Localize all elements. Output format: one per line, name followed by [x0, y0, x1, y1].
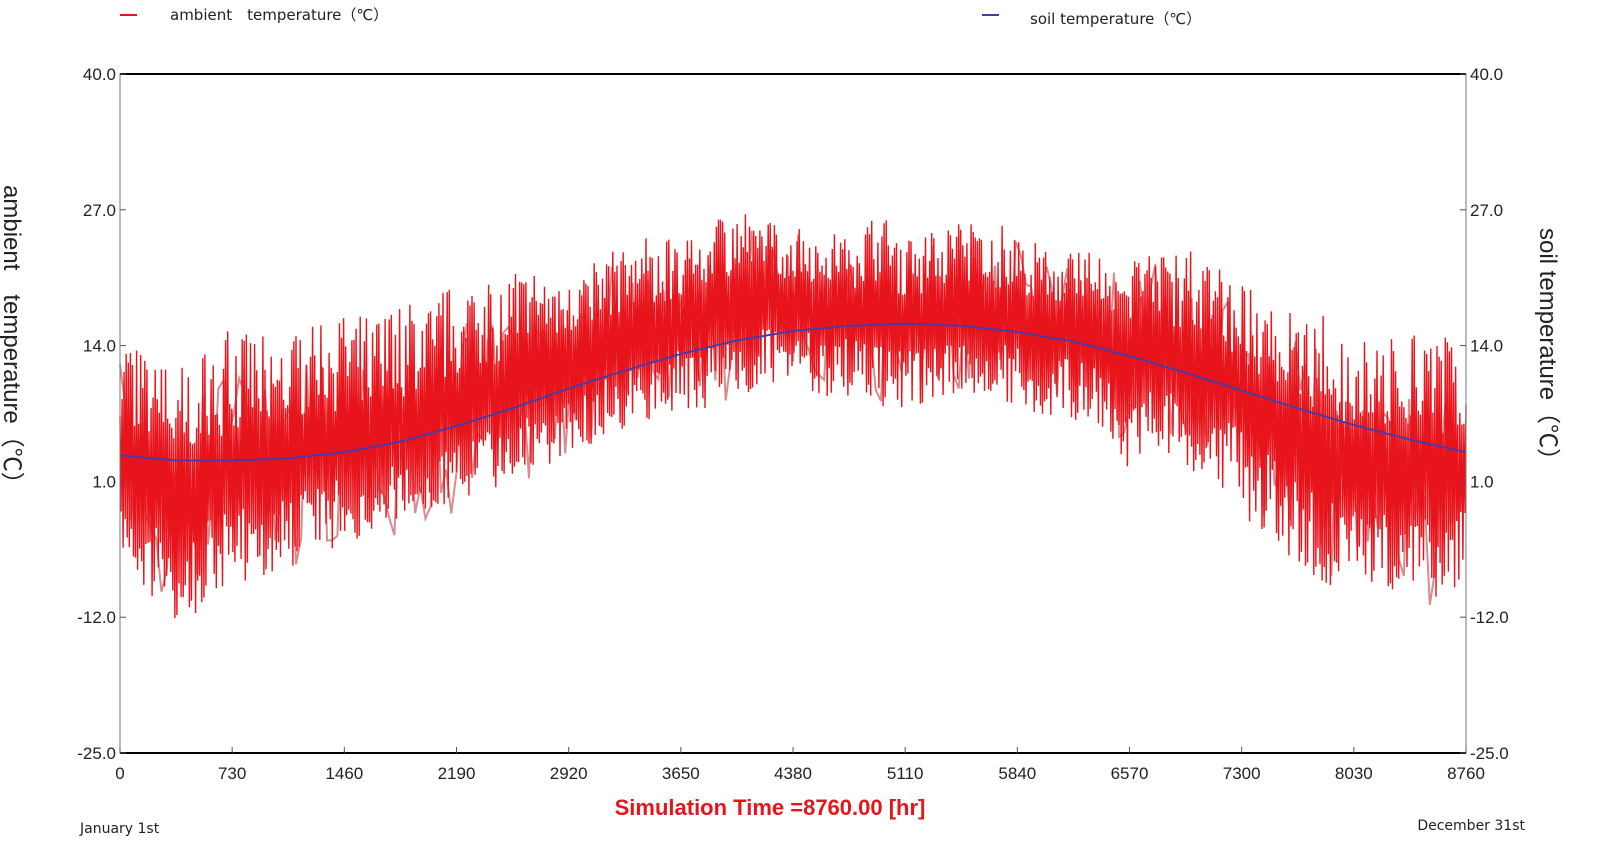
x-tick-label: 0 — [115, 764, 124, 783]
legend-ambient-label: ambient temperature（℃） — [170, 6, 388, 24]
x-ticks: 0 730 1460 2190 2920 3650 4380 5110 5840 6570 7300… — [115, 747, 1485, 783]
ambient-series — [119, 214, 1467, 619]
x-tick-label: 1460 — [325, 764, 363, 783]
y-ticks-left: -25.0 -12.0 1.0 14.0 27.0 40.0 — [77, 65, 126, 763]
y-axis-label-right: soil temperature（℃） — [1534, 228, 1561, 472]
x-tick-label: 2190 — [438, 764, 476, 783]
start-date-label: January 1st — [79, 821, 160, 837]
y-ticks-right: -25.0 -12.0 1.0 14.0 27.0 40.0 — [1460, 65, 1509, 763]
x-axis-label: Simulation Time =8760.00 [hr] — [615, 795, 926, 820]
y-tick-label-left: 40.0 — [83, 65, 116, 84]
plot-area — [119, 73, 1467, 754]
soil-temperature-line — [119, 322, 1467, 462]
y-tick-label-right: 27.0 — [1470, 201, 1503, 220]
y-axis-label-left: ambient temperature（℃） — [0, 185, 25, 496]
y-tick-label-left: -25.0 — [77, 744, 116, 763]
x-tick-label: 8760 — [1447, 764, 1485, 783]
x-tick-label: 2920 — [550, 764, 588, 783]
y-tick-label-right: -25.0 — [1470, 744, 1509, 763]
legend-soil-label: soil temperature（℃） — [1030, 10, 1201, 28]
x-tick-label: 5110 — [887, 764, 924, 783]
y-tick-label-left: 1.0 — [92, 472, 116, 491]
y-tick-label-right: 1.0 — [1470, 472, 1494, 491]
y-tick-label-left: 27.0 — [83, 201, 116, 220]
x-tick-label: 5840 — [998, 764, 1036, 783]
x-tick-label: 8030 — [1335, 764, 1373, 783]
y-tick-label-right: -12.0 — [1470, 608, 1509, 627]
y-tick-label-left: 14.0 — [83, 337, 116, 356]
y-tick-label-right: 14.0 — [1470, 337, 1503, 356]
x-tick-label: 4380 — [774, 764, 812, 783]
x-tick-label: 6570 — [1111, 764, 1149, 783]
y-tick-label-left: -12.0 — [77, 608, 116, 627]
x-tick-label: 3650 — [662, 764, 700, 783]
x-tick-label: 730 — [218, 764, 246, 783]
end-date-label: December 31st — [1417, 818, 1525, 834]
legend: ambient temperature（℃） soil temperature（… — [120, 6, 1201, 28]
x-tick-label: 7300 — [1223, 764, 1261, 783]
y-tick-label-right: 40.0 — [1470, 65, 1503, 84]
ambient-temperature-line — [119, 214, 1467, 619]
